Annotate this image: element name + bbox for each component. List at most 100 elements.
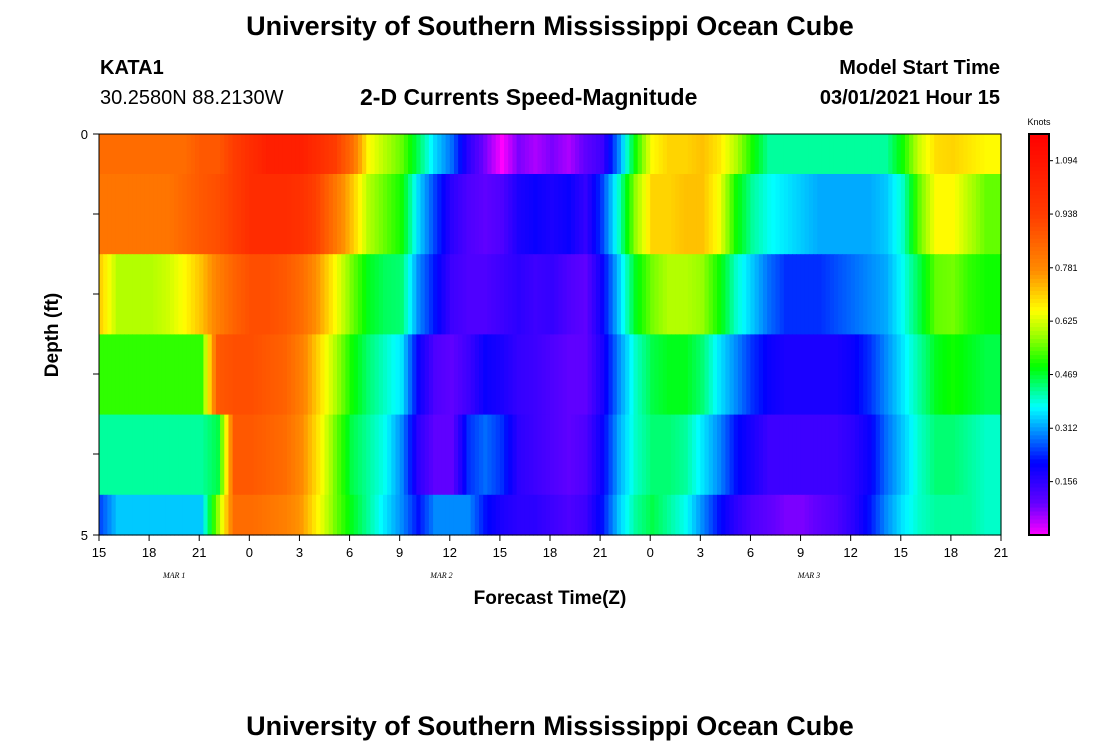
heatmap-cell — [487, 134, 493, 175]
heatmap-cell — [437, 334, 443, 416]
heatmap-cell — [541, 494, 547, 536]
heatmap-cell — [833, 414, 839, 496]
heatmap-cell — [479, 134, 484, 175]
heatmap-cell — [403, 494, 409, 536]
heatmap-cell — [867, 334, 873, 416]
heatmap-cell — [804, 254, 810, 335]
heatmap-cell — [679, 334, 685, 416]
colorbar-segment — [1029, 354, 1049, 360]
heatmap-cell — [295, 494, 301, 536]
heatmap-cell — [813, 254, 818, 335]
heatmap-cell — [199, 254, 204, 335]
heatmap-cell — [165, 334, 171, 416]
heatmap-cell — [604, 414, 610, 496]
heatmap-cell — [261, 494, 267, 536]
heatmap-cell — [587, 334, 593, 416]
heatmap-cell — [345, 254, 351, 335]
x-tick-label: 0 — [647, 545, 654, 560]
heatmap-cell — [128, 134, 134, 175]
heatmap-cell — [537, 414, 543, 496]
heatmap-cell — [917, 254, 923, 335]
colorbar-segment — [1029, 186, 1049, 191]
heatmap-cell — [320, 174, 326, 255]
heatmap-cell — [399, 414, 405, 496]
colorbar-segment — [1029, 454, 1049, 460]
heatmap-cell — [616, 134, 622, 175]
heatmap-cell — [704, 174, 710, 255]
heatmap-cell — [717, 254, 722, 335]
heatmap-cell — [683, 334, 689, 416]
colorbar: Knots 1.094 0.938 0.781 0.625 0.469 0.312 0.156 — [1027, 117, 1078, 536]
heatmap-cell — [178, 334, 184, 416]
heatmap-cell — [203, 134, 209, 175]
heatmap-cell — [616, 254, 622, 335]
heatmap-cell — [190, 134, 196, 175]
heatmap-cell — [821, 414, 827, 496]
heatmap-cell — [186, 494, 192, 536]
heatmap-cell — [662, 134, 668, 175]
heatmap-cell — [996, 334, 1002, 416]
colorbar-segment — [1029, 370, 1049, 376]
heatmap-cell — [99, 414, 104, 496]
heatmap-cell — [111, 174, 117, 255]
heatmap-cell — [712, 334, 718, 416]
heatmap-cell — [804, 174, 810, 255]
heatmap-cell — [971, 254, 977, 335]
heatmap-cell — [119, 254, 125, 335]
heatmap-cell — [195, 254, 200, 335]
heatmap-cell — [341, 134, 346, 175]
heatmap-cell — [449, 134, 455, 175]
heatmap-cell — [328, 414, 334, 496]
heatmap-cell — [403, 334, 409, 416]
heatmap-cell — [930, 334, 935, 416]
heatmap-cell — [316, 254, 321, 335]
heatmap-cell — [700, 334, 706, 416]
heatmap-cell — [754, 254, 760, 335]
heatmap-cell — [871, 174, 877, 255]
heatmap-cell — [182, 334, 188, 416]
heatmap-cell — [629, 494, 635, 536]
heatmap-cell — [119, 334, 125, 416]
colorbar-segment — [1029, 310, 1049, 316]
heatmap-cell — [353, 334, 359, 416]
heatmap-cell — [666, 174, 672, 255]
heatmap-cell — [859, 334, 864, 416]
heatmap-cell — [888, 134, 894, 175]
colorbar-segment — [1029, 210, 1049, 215]
heatmap-cell — [449, 254, 455, 335]
heatmap-cell — [550, 134, 555, 175]
heatmap-cell — [462, 174, 468, 255]
heatmap-cell — [733, 414, 739, 496]
colorbar-segment — [1029, 314, 1049, 320]
heatmap-cell — [854, 414, 860, 496]
heatmap-cell — [362, 334, 367, 416]
heatmap-cell — [466, 174, 472, 255]
heatmap-cell — [362, 494, 367, 536]
heatmap-cell — [541, 414, 547, 496]
heatmap-cell — [679, 494, 685, 536]
heatmap-cell — [612, 254, 618, 335]
heatmap-cell — [817, 334, 823, 416]
heatmap-cell — [683, 494, 689, 536]
heatmap-cell — [963, 134, 969, 175]
heatmap-cell — [792, 334, 797, 416]
heatmap-cell — [946, 174, 952, 255]
heatmap-cell — [750, 414, 756, 496]
heatmap-cell — [892, 334, 898, 416]
heatmap-cell — [458, 494, 463, 536]
heatmap-cell — [512, 174, 518, 255]
heatmap-cell — [842, 174, 848, 255]
heatmap-cell — [111, 494, 117, 536]
heatmap-cell — [829, 134, 835, 175]
y-axis-title: Depth (ft) — [42, 293, 63, 377]
heatmap-cell — [428, 414, 434, 496]
heatmap-cell — [838, 414, 843, 496]
heatmap-cell — [195, 414, 200, 496]
heatmap-cell — [516, 134, 522, 175]
heatmap-cell — [508, 414, 514, 496]
heatmap-cell — [616, 494, 622, 536]
heatmap-cell — [955, 494, 960, 536]
colorbar-segment — [1029, 506, 1049, 512]
heatmap-cell — [541, 134, 547, 175]
